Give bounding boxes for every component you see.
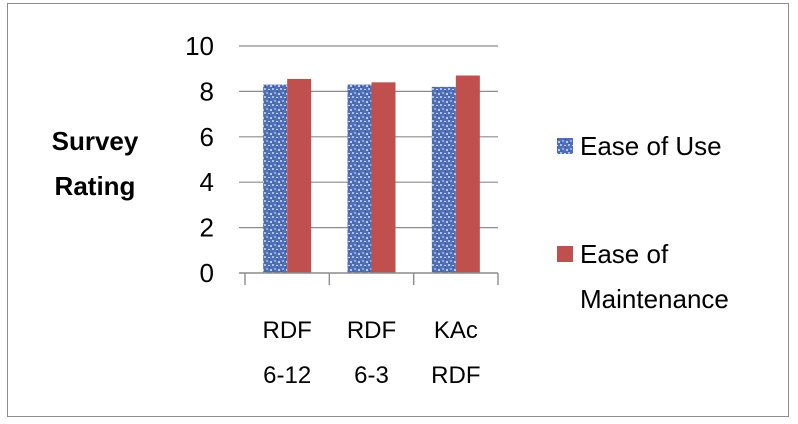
y-tick-label: 2	[200, 213, 214, 243]
x-category-label: RDF	[347, 317, 396, 344]
y-axis-title-line-1: Survey	[52, 126, 139, 156]
bar-ease-of-use	[431, 86, 456, 273]
legend-swatch-ease-of-maintenance	[557, 246, 573, 262]
bar-ease-of-maintenance	[287, 78, 312, 273]
x-category-label: RDF	[431, 362, 480, 389]
y-tick-label: 0	[200, 258, 214, 288]
legend-label: Ease of	[580, 239, 669, 269]
x-category-label: KAc	[434, 317, 478, 344]
bar-ease-of-maintenance	[455, 75, 480, 273]
legend-swatch-ease-of-use	[557, 138, 573, 154]
bar-ease-of-maintenance	[371, 82, 396, 273]
legend: Ease of Use Ease of Maintenance	[557, 131, 729, 314]
legend-label: Ease of Use	[580, 131, 722, 161]
bar-ease-of-use	[347, 84, 372, 273]
y-tick-label: 10	[185, 31, 214, 61]
chart-frame	[7, 3, 789, 417]
y-tick-label: 8	[200, 76, 214, 106]
bar-ease-of-use	[263, 84, 288, 273]
x-axis-categories: RDF 6-12 RDF 6-3 KAc RDF	[263, 317, 481, 389]
bars	[263, 75, 480, 273]
y-tick-label: 6	[200, 122, 214, 152]
x-axis	[239, 272, 499, 285]
x-category-label: 6-3	[354, 362, 389, 389]
legend-label: Maintenance	[580, 284, 729, 314]
y-tick-label: 4	[200, 167, 214, 197]
x-category-label: RDF	[263, 317, 312, 344]
y-axis-title-line-2: Rating	[55, 171, 136, 201]
y-axis-ticks: 0 2 4 6 8 10	[185, 31, 214, 288]
x-category-label: 6-12	[263, 362, 311, 389]
y-axis-title: Survey Rating	[52, 126, 139, 201]
